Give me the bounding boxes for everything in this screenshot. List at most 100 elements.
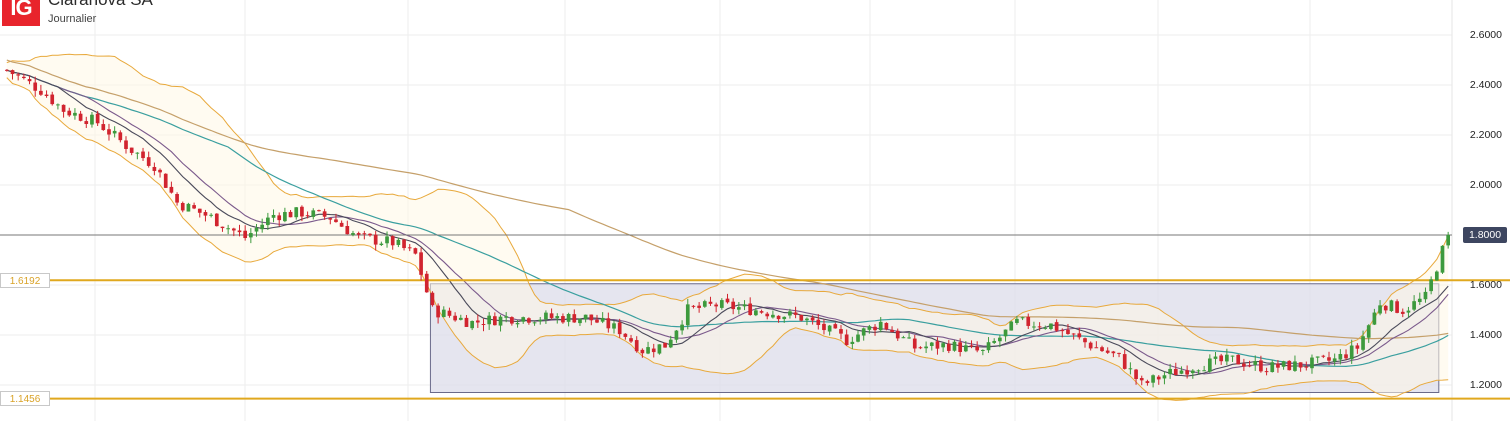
candle-body: [708, 301, 713, 304]
candle-body: [867, 326, 872, 330]
candle-body: [146, 157, 151, 166]
candle-body: [691, 305, 696, 307]
candle-body: [1440, 245, 1445, 273]
candle-body: [1094, 347, 1099, 349]
candle-body: [822, 323, 826, 331]
level-tag-upper: 1.6192: [0, 272, 50, 288]
candle-body: [4, 69, 9, 71]
candle-body: [90, 114, 94, 125]
candle-body: [685, 304, 690, 326]
candle-body: [844, 334, 849, 346]
candle-body: [657, 344, 662, 354]
candle-body: [1276, 363, 1280, 368]
candle-body: [1156, 376, 1161, 380]
candle-body: [237, 230, 242, 233]
candle-body: [697, 305, 701, 308]
candle-body: [1173, 368, 1178, 376]
candle-body: [283, 212, 287, 222]
candle-body: [458, 317, 463, 320]
candle-body: [192, 205, 196, 209]
candle-body: [1213, 356, 1218, 359]
candle-body: [231, 228, 236, 231]
candle-body: [1168, 368, 1172, 375]
candle-body: [1043, 327, 1048, 329]
candle-body: [1293, 361, 1297, 371]
ma-fast-line: [6, 69, 1449, 377]
candle-body: [907, 337, 911, 339]
candle-body: [288, 211, 293, 218]
candle-body: [1406, 310, 1411, 313]
candle-body: [300, 206, 304, 217]
candle-body: [1417, 298, 1422, 303]
candle-body: [714, 304, 718, 307]
candle-body: [169, 186, 174, 193]
candle-body: [646, 347, 650, 354]
candle-body: [1032, 326, 1036, 328]
candle-body: [1423, 291, 1428, 300]
candle-body: [135, 152, 140, 154]
candle-body: [878, 321, 883, 331]
candle-body: [339, 222, 344, 227]
candle-body: [912, 338, 917, 349]
candle-body: [129, 147, 134, 153]
candle-body: [1332, 358, 1337, 362]
candle-body: [277, 215, 282, 221]
candle-body: [220, 226, 225, 229]
candle-body: [1145, 381, 1150, 384]
bollinger-lower-line: [6, 77, 1449, 401]
candle-body: [805, 318, 809, 321]
candle-body: [141, 151, 145, 159]
candle-body: [532, 322, 537, 324]
candle-body: [799, 314, 804, 321]
candle-body: [998, 337, 1002, 342]
candle-body: [396, 239, 401, 245]
candle-body: [776, 315, 781, 320]
candle-body: [390, 236, 395, 246]
candle-body: [827, 325, 832, 332]
candle-body: [10, 70, 15, 75]
candle-body: [782, 316, 787, 320]
candle-body: [1236, 354, 1241, 365]
candle-body: [271, 214, 276, 218]
candle-body: [447, 310, 452, 316]
candle-body: [975, 346, 980, 351]
candle-body: [629, 338, 633, 342]
candle-body: [810, 317, 815, 321]
candle-body: [1247, 365, 1252, 367]
candle-body: [1287, 360, 1292, 371]
y-tick-label: 2.0000: [1469, 179, 1502, 191]
candle-body: [328, 218, 333, 220]
candle-body: [527, 318, 531, 323]
candle-body: [1253, 361, 1258, 365]
candle-body: [850, 341, 855, 344]
candle-body: [1378, 305, 1382, 314]
candle-body: [95, 113, 100, 124]
candle-body: [600, 317, 605, 322]
candle-body: [958, 342, 962, 352]
candle-body: [1190, 370, 1195, 374]
candle-body: [1361, 336, 1365, 350]
candle-body: [1049, 323, 1053, 329]
candle-body: [186, 203, 191, 212]
candle-body: [748, 303, 753, 315]
candle-body: [510, 317, 514, 324]
candle-body: [992, 340, 997, 343]
candle-body: [640, 349, 645, 354]
candle-body: [1151, 375, 1155, 383]
candle-body: [754, 310, 758, 316]
ma-long-line: [6, 59, 1449, 340]
candle-body: [1344, 354, 1348, 359]
candle-body: [487, 315, 492, 325]
candle-body: [668, 339, 673, 348]
candle-body: [759, 311, 764, 313]
y-tick-label: 1.6000: [1469, 279, 1502, 291]
candle-body: [180, 203, 185, 211]
candle-body: [589, 314, 594, 321]
candle-body: [294, 207, 299, 218]
candle-body: [1117, 352, 1121, 354]
candle-body: [833, 324, 838, 329]
candle-body: [1372, 312, 1377, 325]
candle-body: [402, 239, 406, 249]
candle-body: [362, 233, 367, 235]
candle-body: [1321, 355, 1326, 357]
